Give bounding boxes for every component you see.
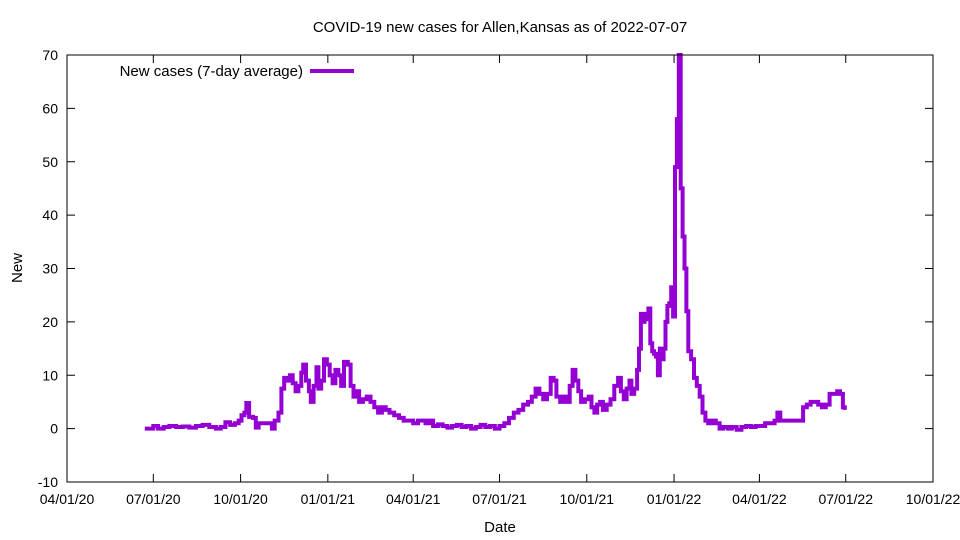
y-tick-label: 30 [42, 261, 58, 277]
x-tick-label: 01/01/22 [647, 491, 702, 507]
x-tick-label: 10/01/21 [560, 491, 615, 507]
legend-label: New cases (7-day average) [120, 63, 303, 80]
x-tick-label: 01/01/21 [301, 491, 356, 507]
x-tick-label: 07/01/21 [472, 491, 527, 507]
chart-title: COVID-19 new cases for Allen,Kansas as o… [313, 19, 687, 36]
x-tick-label: 04/01/20 [40, 491, 95, 507]
x-tick-label: 10/01/22 [906, 491, 960, 507]
y-tick-label: 20 [42, 314, 58, 330]
x-tick-label: 10/01/20 [213, 491, 268, 507]
y-tick-label: 70 [42, 47, 58, 63]
x-tick-label: 07/01/22 [818, 491, 873, 507]
y-tick-label: 10 [42, 367, 58, 383]
plot-border [66, 54, 934, 483]
y-axis-label: New [9, 253, 26, 283]
y-tick-label: 40 [42, 207, 58, 223]
y-tick-label: -10 [38, 474, 58, 490]
x-tick-label: 07/01/20 [126, 491, 181, 507]
series-layer [144, 53, 847, 432]
y-tick-label: 60 [42, 100, 58, 116]
legend: New cases (7-day average) [120, 63, 354, 80]
series-line [144, 53, 847, 432]
x-tick-label: 04/01/21 [386, 491, 441, 507]
x-tick-label: 04/01/22 [732, 491, 787, 507]
y-tick-label: 0 [50, 421, 58, 437]
x-axis-label: Date [484, 519, 516, 536]
y-tick-label: 50 [42, 154, 58, 170]
ticks: -10 0 10 20 30 40 50 60 70 04/01/20 07/01/20 10/01/… [38, 47, 960, 507]
